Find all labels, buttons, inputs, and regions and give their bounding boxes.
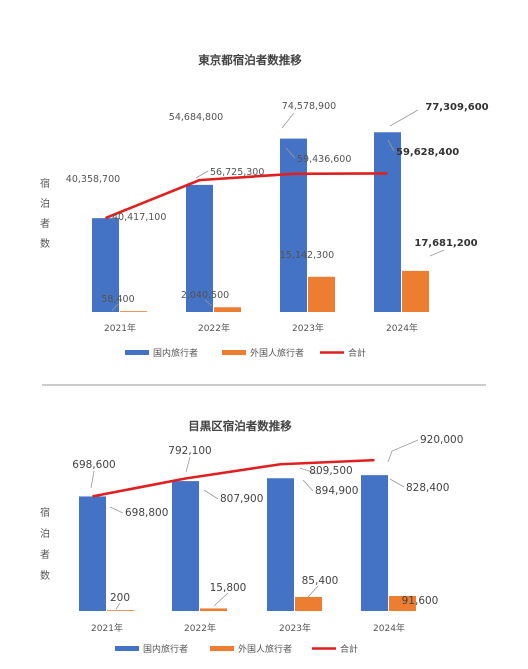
chart2-data-label-foreign: 200 [110, 592, 130, 604]
chart2-leader-total [109, 506, 124, 514]
chart1-data-label-foreign: 2,040,500 [181, 290, 229, 301]
chart1-bar-domestic [186, 184, 213, 312]
chart1-leader-foreign [204, 299, 213, 307]
chart2-data-label-domestic: 809,500 [309, 465, 352, 477]
chart2-bar-domestic [361, 475, 388, 611]
chart1-leader-foreign [429, 249, 445, 257]
chart1-ylabel-char: 数 [40, 237, 50, 250]
chart2-legend-label: 外国人旅行者 [238, 643, 292, 655]
chart2-legend-swatch [115, 646, 139, 651]
chart2-data-label-domestic: 828,400 [406, 482, 449, 494]
chart2-leader-total [203, 489, 219, 500]
chart2-leader-domestic [90, 470, 95, 489]
chart1-title: 東京都宿泊者数推移 [198, 53, 302, 67]
chart2-leader-domestic [185, 456, 191, 473]
chart2-data-label-domestic: 698,600 [72, 459, 115, 471]
chart2-bar-foreign [200, 608, 227, 611]
chart1-bar-foreign [120, 311, 147, 312]
chart1-data-label-domestic: 40,358,700 [66, 174, 120, 185]
chart2-ylabel-char: 宿 [40, 506, 50, 519]
chart1-legend-label: 国内旅行者 [153, 347, 198, 359]
chart2-bar-foreign [107, 610, 134, 611]
chart1-legend-label: 外国人旅行者 [250, 347, 304, 359]
chart1-ylabel-char: 者 [40, 218, 50, 230]
chart2-legend-swatch [210, 646, 234, 651]
chart2-ylabel-char: 泊 [40, 528, 50, 540]
chart1-bar-domestic [92, 218, 119, 312]
chart2-bar-domestic [267, 478, 294, 611]
chart1-leader-domestic [389, 109, 419, 127]
chart2-line-total [92, 458, 375, 498]
chart2-data-label-foreign: 91,600 [402, 595, 439, 607]
chart1-leader-total [195, 170, 209, 179]
chart1-data-label-domestic: 77,309,600 [425, 102, 488, 113]
chart1-ylabel-char: 宿 [40, 177, 50, 190]
chart2-leader-foreign [115, 602, 121, 610]
chart2-leader-domestic [299, 467, 319, 475]
chart1-legend-label: 合計 [348, 347, 366, 359]
chart2-data-label-foreign: 15,800 [210, 582, 247, 594]
chart2-leader-domestic [389, 478, 405, 488]
chart2-legend-label: 国内旅行者 [143, 643, 188, 655]
chart1-data-label-domestic: 54,684,800 [169, 112, 223, 123]
chart1-ylabel-char: 泊 [40, 198, 50, 210]
chart1-line-total [105, 172, 388, 220]
chart1-data-label-total: 40,417,100 [112, 212, 166, 223]
chart2-ylabel-char: 者 [40, 549, 50, 561]
chart1-data-label-foreign: 17,681,200 [414, 238, 477, 249]
chart2-legend-label: 合計 [340, 643, 358, 655]
chart2-bar-domestic [79, 496, 106, 611]
chart2-x-tick-label: 2023年 [279, 622, 311, 634]
chart2-data-label-total: 894,900 [315, 485, 358, 497]
chart1-legend-swatch [125, 350, 149, 355]
chart1-bar-foreign [214, 307, 241, 312]
chart1-leader-total [387, 139, 395, 152]
chart2-bar-foreign [389, 595, 416, 611]
chart1-bar-foreign [308, 276, 335, 312]
chart2-data-label-total: 807,900 [220, 493, 263, 505]
chart1-data-label-total: 59,436,600 [297, 154, 351, 165]
chart2-leader-foreign [307, 585, 319, 598]
chart1-x-tick-label: 2022年 [198, 322, 230, 334]
chart1-leader-total [285, 147, 296, 159]
chart2-x-tick-label: 2021年 [91, 622, 123, 634]
chart1-data-label-domestic: 74,578,900 [282, 101, 336, 112]
chart1-data-label-foreign: 58,400 [101, 294, 134, 305]
chart1-leader-foreign [111, 303, 119, 312]
chart1-x-tick-label: 2023年 [292, 322, 324, 334]
chart2-data-label-domestic: 792,100 [168, 445, 211, 457]
chart2-leader-total [387, 439, 419, 463]
chart1-x-tick-label: 2021年 [104, 322, 136, 334]
chart1-leader-domestic [281, 112, 295, 129]
chart2-bar-foreign [295, 596, 322, 611]
chart2-data-label-total: 698,800 [125, 507, 168, 519]
chart1-data-label-foreign: 15,142,300 [280, 250, 334, 261]
chart1-bar-foreign [402, 270, 429, 312]
chart2-bar-domestic [172, 481, 199, 611]
chart1-x-tick-label: 2024年 [386, 322, 418, 334]
chart2-leader-total [302, 479, 314, 492]
chart2-data-label-foreign: 85,400 [302, 575, 339, 587]
chart2-leader-foreign [213, 592, 229, 607]
chart1-data-label-total: 59,628,400 [396, 147, 459, 158]
chart1-data-label-total: 56,725,300 [210, 167, 264, 178]
chart2-ylabel-char: 数 [40, 569, 50, 582]
chart2-x-tick-label: 2022年 [184, 622, 216, 634]
chart1-bar-domestic [280, 138, 307, 312]
chart2-title: 目黒区宿泊者数推移 [188, 419, 292, 433]
chart2-x-tick-label: 2024年 [373, 622, 405, 634]
chart1-legend-swatch [222, 350, 246, 355]
chart2-data-label-total: 920,000 [420, 434, 463, 446]
chart1-bar-domestic [374, 132, 401, 312]
